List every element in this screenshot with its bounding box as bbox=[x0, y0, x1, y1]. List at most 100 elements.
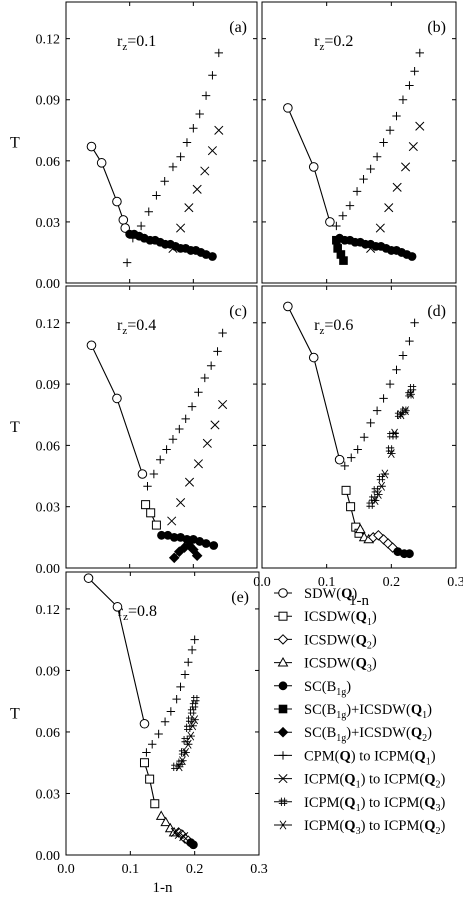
data-point bbox=[184, 203, 194, 213]
series-plus bbox=[340, 318, 419, 471]
panel-label: (b) bbox=[427, 19, 446, 36]
data-point bbox=[392, 182, 402, 192]
data-point bbox=[194, 388, 203, 397]
rz-annotation: rz=0.2 bbox=[314, 33, 353, 53]
data-point bbox=[371, 486, 381, 495]
series-diamond-open bbox=[367, 529, 398, 553]
legend-label: ICSDW(Q3) bbox=[304, 656, 377, 675]
series-plus bbox=[143, 328, 227, 491]
data-point bbox=[86, 340, 97, 351]
legend-marker bbox=[277, 656, 289, 667]
data-point bbox=[210, 420, 220, 430]
data-point bbox=[175, 424, 184, 434]
y-axis-label: T bbox=[10, 706, 20, 723]
y-tick-label: 0.12 bbox=[36, 317, 61, 332]
series-plus bbox=[122, 48, 223, 267]
legend-item-icsdw_q1: ICSDW(Q1) bbox=[274, 609, 377, 628]
data-point bbox=[352, 187, 362, 196]
legend-item-cpm: CPM(Q) to ICPM(Q1) bbox=[274, 748, 436, 767]
panel-e: 0.00 0.03 0.06 0.09 0.12 0.0 0.1 0.2 0.3 T 1-n (e) r… bbox=[10, 571, 268, 896]
panel-label: (d) bbox=[427, 303, 446, 320]
legend: SDW(Q) ICSDW(Q1) ICSDW(Q2) ICSDW(Q3) SC(B1g)… bbox=[274, 586, 446, 837]
x-tick-label: 0.0 bbox=[57, 862, 75, 877]
data-point bbox=[172, 694, 181, 704]
data-point bbox=[338, 211, 348, 221]
data-point bbox=[353, 445, 362, 454]
data-point bbox=[180, 670, 190, 679]
data-point bbox=[372, 406, 382, 415]
data-point bbox=[141, 500, 151, 510]
legend-label: ICSDW(Q1) bbox=[304, 609, 377, 628]
series-hash bbox=[171, 694, 200, 772]
data-point bbox=[214, 125, 224, 135]
data-point bbox=[218, 399, 228, 410]
data-point bbox=[188, 544, 199, 555]
data-point bbox=[168, 552, 180, 564]
series-star bbox=[370, 389, 415, 506]
data-point bbox=[166, 707, 176, 716]
data-point bbox=[181, 735, 190, 745]
data-point bbox=[150, 799, 160, 809]
x-axis-label: 1-n bbox=[349, 593, 369, 609]
data-point bbox=[187, 402, 197, 411]
data-point bbox=[339, 256, 348, 265]
y-tick-label: 0.09 bbox=[36, 94, 61, 109]
data-point bbox=[137, 469, 148, 479]
panel-label: (e) bbox=[231, 589, 249, 606]
data-point bbox=[191, 694, 200, 704]
rz-annotation: rz=0.8 bbox=[118, 603, 157, 623]
data-point bbox=[379, 394, 388, 403]
data-point bbox=[384, 203, 394, 213]
data-point bbox=[359, 433, 369, 442]
series-cross bbox=[168, 125, 224, 253]
data-point bbox=[181, 414, 190, 424]
data-point bbox=[206, 361, 216, 370]
data-point bbox=[201, 91, 211, 100]
data-point bbox=[187, 707, 197, 716]
data-point bbox=[175, 762, 184, 772]
data-point bbox=[112, 196, 122, 207]
data-point bbox=[407, 252, 417, 261]
x-tick-label: 0.3 bbox=[250, 862, 268, 877]
legend-label: SC(B1g)+ICSDW(Q1) bbox=[304, 702, 432, 721]
data-point bbox=[396, 410, 406, 420]
data-point bbox=[83, 573, 94, 583]
series-triangle-open bbox=[354, 523, 375, 544]
y-tick-label: 0.06 bbox=[36, 726, 61, 741]
data-point bbox=[387, 542, 398, 553]
data-point bbox=[189, 124, 198, 133]
panel-a: 0.00 0.03 0.06 0.09 0.12 T (a) rz=0.1 bbox=[10, 1, 258, 292]
series-line bbox=[287, 107, 331, 223]
y-tick-label: 0.03 bbox=[36, 216, 61, 231]
data-point bbox=[188, 840, 198, 850]
data-point bbox=[176, 682, 185, 692]
data-point bbox=[190, 715, 199, 725]
y-tick-label: 0.00 bbox=[36, 849, 61, 864]
data-point bbox=[369, 494, 378, 503]
rz-annotation: rz=0.1 bbox=[117, 33, 156, 53]
series-plus bbox=[332, 48, 424, 231]
legend-marker bbox=[278, 588, 288, 598]
data-point bbox=[405, 336, 414, 346]
data-point bbox=[154, 729, 163, 739]
series-square-filled bbox=[332, 235, 348, 265]
legend-item-icsdw_q3: ICSDW(Q3) bbox=[274, 656, 377, 675]
legend-marker bbox=[277, 726, 289, 738]
panel-d: 0.0 0.1 0.2 0.3 1-n (d) rz=0.6 bbox=[253, 285, 463, 609]
data-point bbox=[370, 496, 380, 506]
legend-item-icpm13: ICPM(Q1) to ICPM(Q3) bbox=[274, 795, 446, 814]
data-point bbox=[359, 174, 368, 184]
data-point bbox=[142, 748, 151, 757]
data-point bbox=[160, 176, 169, 186]
data-point bbox=[181, 748, 190, 757]
legend-marker bbox=[277, 634, 289, 645]
series-circle-open bbox=[283, 103, 335, 227]
legend-label: ICPM(Q1) to ICPM(Q3) bbox=[304, 795, 446, 814]
data-point bbox=[156, 455, 165, 464]
data-point bbox=[184, 658, 193, 667]
data-point bbox=[208, 252, 217, 261]
legend-item-icpm12: ICPM(Q1) to ICPM(Q2) bbox=[274, 772, 446, 791]
x-axis-label: 1-n bbox=[153, 880, 173, 896]
data-point bbox=[390, 428, 399, 438]
